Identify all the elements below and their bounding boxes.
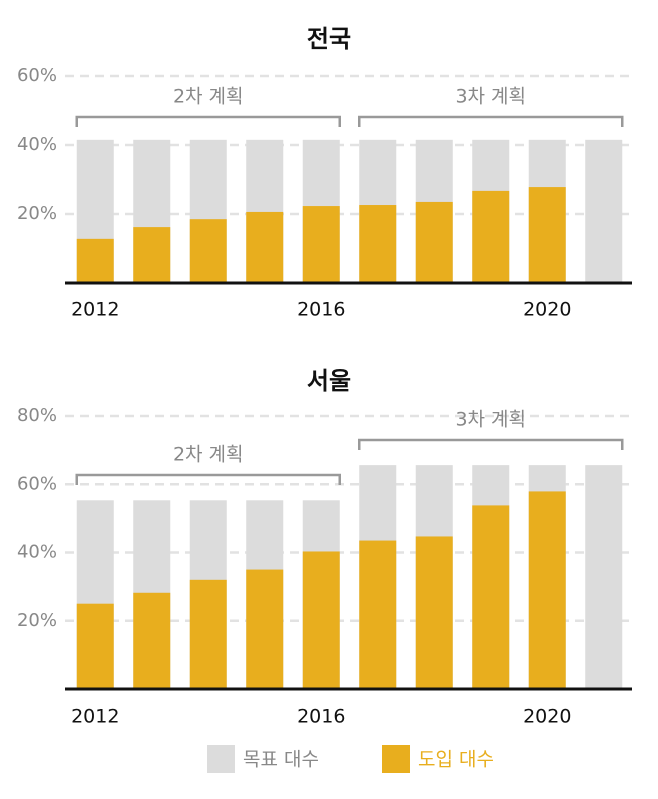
y-tick-label: 20% <box>17 610 57 631</box>
y-tick-label: 20% <box>17 203 57 224</box>
bar <box>359 205 397 283</box>
y-tick-label: 60% <box>17 65 57 86</box>
bar <box>472 505 510 689</box>
bar <box>302 206 340 283</box>
legend-label: 목표 대수 <box>243 749 319 771</box>
y-tick-label: 80% <box>17 405 57 426</box>
bar <box>585 465 623 689</box>
bar <box>302 551 340 689</box>
legend-label: 도입 대수 <box>418 749 494 771</box>
bar <box>246 211 284 283</box>
bar <box>76 238 114 283</box>
bar <box>246 569 284 689</box>
chart-title: 서울 <box>307 367 351 395</box>
y-tick-label: 40% <box>17 134 57 155</box>
bar <box>415 536 453 689</box>
bar <box>133 227 171 283</box>
annotation: 2차 계획 <box>173 86 244 108</box>
bar <box>528 491 566 689</box>
bracket <box>75 115 341 127</box>
bracket <box>358 438 624 450</box>
x-tick-label: 2016 <box>297 299 345 321</box>
bar <box>472 190 510 283</box>
annotation: 3차 계획 <box>455 409 526 431</box>
x-tick-label: 2020 <box>523 299 571 321</box>
bracket <box>75 473 341 485</box>
annotation: 2차 계획 <box>173 444 244 466</box>
bar <box>585 139 623 283</box>
legend-swatch <box>207 745 235 773</box>
x-tick-label: 2020 <box>523 706 571 728</box>
y-tick-label: 40% <box>17 542 57 563</box>
annotation: 3차 계획 <box>455 86 526 108</box>
bar <box>189 219 227 283</box>
bar <box>415 201 453 283</box>
x-tick-label: 2012 <box>71 706 119 728</box>
bar <box>359 540 397 689</box>
chart-title: 전국 <box>307 25 351 53</box>
bar <box>189 579 227 689</box>
x-tick-label: 2012 <box>71 299 119 321</box>
bar <box>133 592 171 689</box>
x-tick-label: 2016 <box>297 706 345 728</box>
bar <box>528 187 566 283</box>
y-tick-label: 60% <box>17 473 57 494</box>
bar <box>76 603 114 689</box>
bracket <box>358 115 624 127</box>
legend-swatch <box>382 745 410 773</box>
